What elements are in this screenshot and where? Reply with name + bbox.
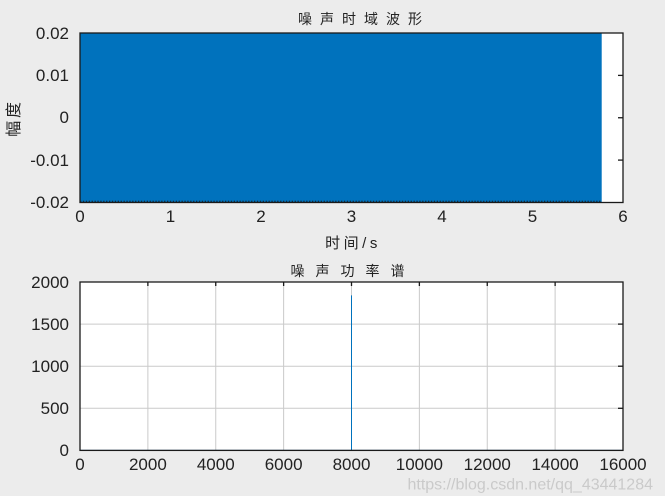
svg-text:0: 0: [75, 455, 84, 474]
svg-text:500: 500: [41, 399, 69, 418]
svg-text:1500: 1500: [31, 315, 69, 334]
svg-text:2000: 2000: [31, 273, 69, 292]
svg-text:2000: 2000: [129, 455, 167, 474]
svg-text:噪声功率谱: 噪声功率谱: [291, 263, 416, 279]
svg-text:10000: 10000: [396, 455, 443, 474]
svg-text:8000: 8000: [333, 455, 371, 474]
svg-text:https://blog.csdn.net/qq_43441: https://blog.csdn.net/qq_43441284: [407, 477, 653, 494]
svg-text:1000: 1000: [31, 357, 69, 376]
svg-text:14000: 14000: [531, 455, 578, 474]
svg-text:6000: 6000: [265, 455, 303, 474]
svg-text:12000: 12000: [464, 455, 511, 474]
svg-text:16000: 16000: [599, 455, 646, 474]
svg-text:4000: 4000: [197, 455, 235, 474]
svg-text:0: 0: [60, 441, 69, 460]
